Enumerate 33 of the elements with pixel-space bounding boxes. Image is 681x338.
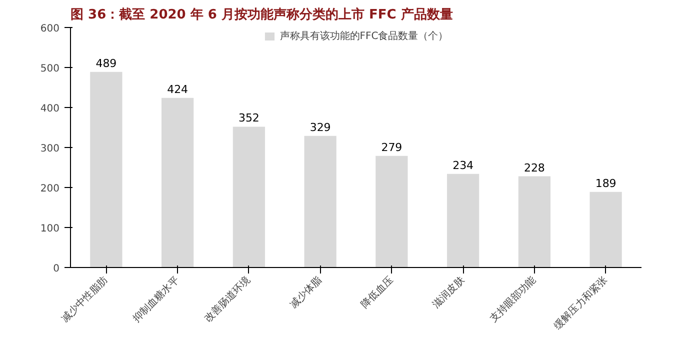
x-tick-label: 滋润皮肤 xyxy=(430,274,467,311)
y-tick-label: 100 xyxy=(40,224,60,234)
bar xyxy=(518,176,550,268)
y-tick-label: 400 xyxy=(40,104,60,114)
x-tick-label: 缓解压力和紧张 xyxy=(552,274,610,332)
x-tick-label: 抑制血糖水平 xyxy=(130,274,182,325)
bar xyxy=(376,156,408,268)
bar xyxy=(447,174,480,268)
x-tick-label: 减少中性脂肪 xyxy=(59,274,110,325)
y-tick-label: 0 xyxy=(53,264,60,274)
data-label: 279 xyxy=(381,140,402,154)
x-tick-label: 降低血压 xyxy=(358,274,396,311)
legend-label: 声称具有该功能的FFC食品数量（个） xyxy=(280,30,448,43)
data-label: 329 xyxy=(310,120,331,134)
bar xyxy=(232,126,265,268)
bar xyxy=(90,72,122,268)
y-tick-label: 200 xyxy=(40,184,60,194)
data-label: 228 xyxy=(524,161,545,174)
x-tick-label: 减少体脂 xyxy=(287,274,324,311)
x-tick-label: 改善肠道环境 xyxy=(202,274,253,325)
x-tick-label: 支持眼部功能 xyxy=(487,274,538,325)
y-tick-label: 300 xyxy=(40,144,60,154)
data-label: 489 xyxy=(96,56,117,70)
chart-title: 图 36：截至 2020 年 6 月按功能声称分类的上市 FFC 产品数量 xyxy=(70,6,453,22)
y-tick-label: 600 xyxy=(40,24,60,34)
bar xyxy=(304,136,336,268)
data-label: 189 xyxy=(595,176,616,190)
data-label: 424 xyxy=(167,82,188,96)
bar xyxy=(590,192,622,268)
bar xyxy=(162,98,194,268)
data-label: 352 xyxy=(238,112,260,125)
y-tick-label: 500 xyxy=(40,64,60,74)
data-label: 234 xyxy=(452,158,474,172)
